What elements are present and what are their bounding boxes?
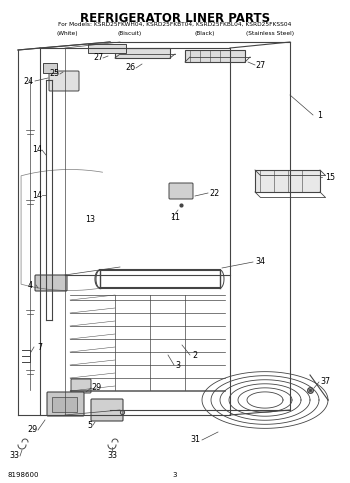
Text: 26: 26 — [125, 63, 135, 72]
Text: REFRIGERATOR LINER PARTS: REFRIGERATOR LINER PARTS — [80, 12, 270, 25]
Text: 11: 11 — [170, 213, 180, 223]
Text: For Models: KSRD25FKWH04, KSRD25FKBT04, KSRD25FKBL04, KSRD25FKSS04: For Models: KSRD25FKWH04, KSRD25FKBT04, … — [58, 22, 292, 27]
Text: 14: 14 — [32, 145, 42, 155]
FancyBboxPatch shape — [52, 397, 77, 412]
Text: 24: 24 — [23, 76, 33, 85]
Text: 13: 13 — [85, 215, 95, 225]
Text: 34: 34 — [255, 257, 265, 267]
Text: (Biscuit): (Biscuit) — [118, 31, 142, 36]
Text: 15: 15 — [325, 172, 335, 182]
Text: 22: 22 — [210, 188, 220, 198]
Text: 8198600: 8198600 — [8, 472, 40, 478]
FancyBboxPatch shape — [169, 183, 193, 199]
FancyBboxPatch shape — [185, 50, 245, 62]
Text: 31: 31 — [190, 436, 200, 444]
Text: 29: 29 — [91, 384, 101, 393]
Text: 7: 7 — [37, 342, 43, 352]
Text: 25: 25 — [50, 70, 60, 79]
FancyBboxPatch shape — [49, 71, 79, 91]
Text: 2: 2 — [193, 351, 197, 359]
FancyBboxPatch shape — [47, 392, 84, 416]
Text: 14: 14 — [32, 190, 42, 199]
FancyBboxPatch shape — [71, 379, 91, 393]
Text: 5: 5 — [87, 421, 92, 429]
Text: 27: 27 — [93, 54, 103, 62]
Text: 29: 29 — [27, 426, 37, 435]
Text: 33: 33 — [107, 452, 117, 460]
FancyBboxPatch shape — [35, 275, 67, 291]
Text: 37: 37 — [320, 378, 330, 386]
FancyBboxPatch shape — [255, 170, 320, 192]
FancyBboxPatch shape — [91, 399, 123, 421]
Text: 3: 3 — [175, 360, 181, 369]
Text: 4: 4 — [28, 281, 33, 289]
FancyBboxPatch shape — [43, 63, 57, 73]
FancyBboxPatch shape — [88, 44, 126, 53]
Text: 33: 33 — [9, 452, 19, 460]
Text: 1: 1 — [317, 111, 322, 119]
Text: 3: 3 — [173, 472, 177, 478]
Text: (Stainless Steel): (Stainless Steel) — [246, 31, 294, 36]
Text: 27: 27 — [255, 60, 265, 70]
FancyBboxPatch shape — [115, 48, 170, 58]
Text: (Black): (Black) — [195, 31, 215, 36]
Text: (White): (White) — [56, 31, 78, 36]
